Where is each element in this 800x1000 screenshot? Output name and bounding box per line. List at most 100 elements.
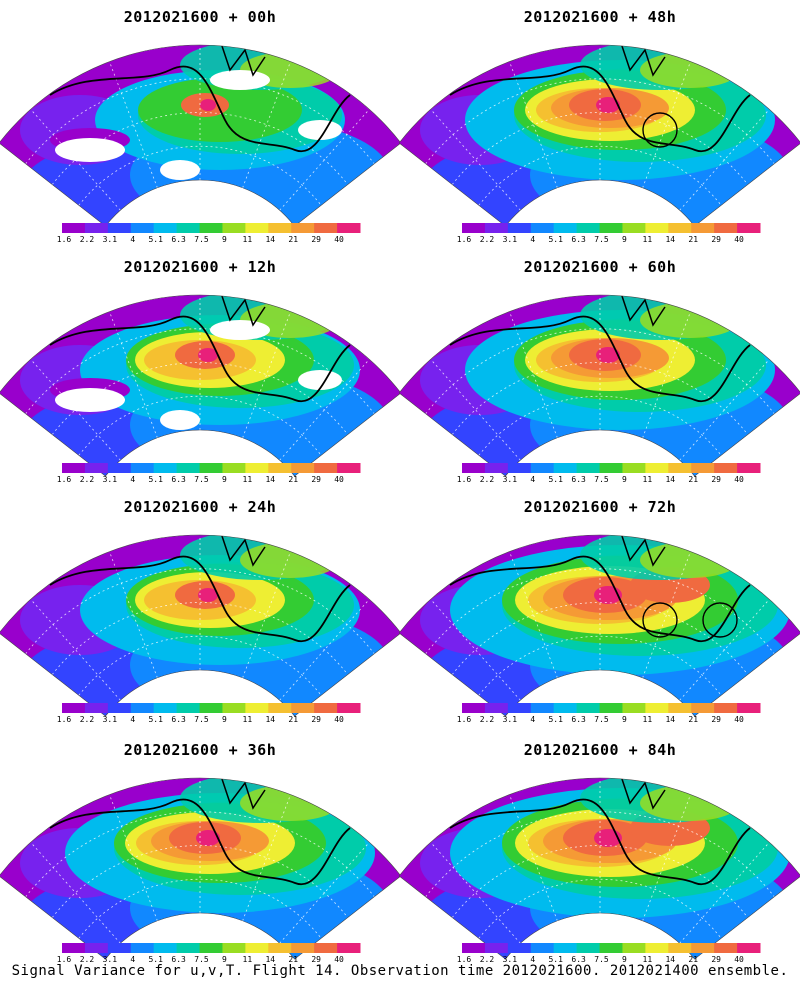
colorbar-swatch bbox=[291, 223, 315, 233]
colorbar-tick-label: 14 bbox=[665, 235, 676, 244]
colorbar-swatch bbox=[222, 703, 246, 713]
colorbar-tick-label: 11 bbox=[642, 715, 653, 724]
colorbar-tick-label: 7.5 bbox=[194, 715, 209, 724]
colorbar-tick-label: 14 bbox=[265, 955, 276, 964]
colorbar-tick-label: 11 bbox=[242, 475, 253, 484]
colorbar-tick-label: 21 bbox=[688, 475, 699, 484]
colorbar-swatch bbox=[622, 463, 646, 473]
colorbar-swatch bbox=[176, 223, 201, 233]
colorbar-tick-label: 5.1 bbox=[548, 955, 563, 964]
panel-title: 2012021600 + 24h bbox=[123, 498, 277, 516]
colorbar-swatch bbox=[107, 703, 132, 713]
colorbar bbox=[62, 943, 361, 953]
colorbar-swatch bbox=[268, 223, 292, 233]
colorbar-tick-label: 21 bbox=[288, 715, 299, 724]
colorbar-tick-label: 2.2 bbox=[479, 955, 495, 964]
colorbar-swatch bbox=[84, 463, 109, 473]
colorbar-swatch bbox=[291, 703, 315, 713]
colorbar-swatch bbox=[484, 463, 509, 473]
colorbar-swatch bbox=[668, 223, 692, 233]
colorbar-tick-label: 4 bbox=[530, 715, 536, 724]
colorbar-tick-label: 3.1 bbox=[102, 955, 118, 964]
figure-caption: Signal Variance for u,v,T. Flight 14. Ob… bbox=[11, 963, 789, 979]
colorbar-swatch bbox=[576, 703, 601, 713]
colorbar-tick-label: 6.3 bbox=[571, 475, 586, 484]
colorbar-swatch bbox=[645, 703, 669, 713]
colorbar-tick-label: 2.2 bbox=[79, 955, 95, 964]
colorbar-tick-label: 40 bbox=[334, 715, 344, 724]
colorbar-swatch bbox=[714, 703, 738, 713]
colorbar-tick-label: 40 bbox=[734, 955, 744, 964]
colorbar-tick-label: 3.1 bbox=[502, 955, 518, 964]
colorbar-swatch bbox=[668, 943, 692, 953]
colorbar-swatch bbox=[222, 223, 246, 233]
colorbar-swatch bbox=[484, 943, 509, 953]
colorbar-swatch bbox=[599, 943, 623, 953]
variance-map bbox=[0, 777, 401, 960]
colorbar-swatch bbox=[245, 463, 269, 473]
colorbar-swatch bbox=[199, 703, 223, 713]
colorbar-swatch bbox=[462, 703, 486, 713]
colorbar-swatch bbox=[484, 223, 509, 233]
colorbar-swatch bbox=[737, 223, 761, 233]
colorbar-tick-label: 9 bbox=[622, 475, 627, 484]
colorbar-swatch bbox=[462, 943, 486, 953]
colorbar-swatch bbox=[337, 223, 361, 233]
colorbar-tick-label: 1.6 bbox=[56, 475, 72, 484]
colorbar-swatch bbox=[737, 943, 761, 953]
colorbar-tick-label: 21 bbox=[688, 955, 699, 964]
colorbar-tick-label: 29 bbox=[711, 235, 721, 244]
colorbar-tick-label: 7.5 bbox=[594, 715, 609, 724]
colorbar-swatch bbox=[691, 223, 715, 233]
colorbar-tick-label: 29 bbox=[711, 475, 721, 484]
colorbar-tick-label: 2.2 bbox=[79, 235, 95, 244]
colorbar-tick-label: 5.1 bbox=[148, 235, 163, 244]
colorbar-tick-label: 2.2 bbox=[479, 235, 495, 244]
colorbar-tick-label: 4 bbox=[530, 475, 536, 484]
colorbar-swatch bbox=[691, 943, 715, 953]
colorbar-swatch bbox=[622, 223, 646, 233]
colorbar-tick-label: 11 bbox=[642, 955, 653, 964]
colorbar-swatch bbox=[62, 223, 86, 233]
colorbar-swatch bbox=[153, 943, 178, 953]
colorbar-tick-label: 11 bbox=[642, 475, 653, 484]
colorbar-tick-label: 21 bbox=[288, 955, 299, 964]
colorbar-swatch bbox=[645, 463, 669, 473]
colorbar-swatch bbox=[268, 463, 292, 473]
colorbar-swatch bbox=[62, 703, 86, 713]
colorbar-tick-label: 7.5 bbox=[194, 475, 209, 484]
colorbar-swatch bbox=[176, 703, 201, 713]
colorbar-swatch bbox=[314, 223, 338, 233]
colorbar-tick-label: 5.1 bbox=[548, 475, 563, 484]
colorbar-swatch bbox=[337, 943, 361, 953]
colorbar-swatch bbox=[462, 463, 486, 473]
colorbar-swatch bbox=[599, 703, 623, 713]
colorbar-swatch bbox=[337, 463, 361, 473]
colorbar-tick-label: 1.6 bbox=[56, 235, 72, 244]
variance-map bbox=[399, 777, 800, 960]
colorbar-swatch bbox=[107, 463, 132, 473]
colorbar-swatch bbox=[507, 943, 532, 953]
colorbar-tick-label: 6.3 bbox=[171, 475, 186, 484]
colorbar-tick-label: 14 bbox=[665, 955, 676, 964]
panel-title: 2012021600 + 72h bbox=[523, 498, 677, 516]
colorbar-swatch bbox=[222, 943, 246, 953]
colorbar-swatch bbox=[484, 703, 509, 713]
colorbar-swatch bbox=[268, 943, 292, 953]
colorbar-swatch bbox=[222, 463, 246, 473]
colorbar-swatch bbox=[668, 703, 692, 713]
colorbar-swatch bbox=[130, 703, 155, 713]
colorbar-swatch bbox=[576, 943, 601, 953]
colorbar-tick-label: 9 bbox=[222, 235, 227, 244]
colorbar-swatch bbox=[337, 703, 361, 713]
colorbar-tick-label: 1.6 bbox=[456, 475, 472, 484]
colorbar-tick-label: 40 bbox=[734, 235, 744, 244]
colorbar-swatch bbox=[507, 703, 532, 713]
colorbar-tick-label: 21 bbox=[688, 235, 699, 244]
colorbar-swatch bbox=[84, 703, 109, 713]
colorbar-swatch bbox=[84, 943, 109, 953]
colorbar-tick-label: 7.5 bbox=[194, 235, 209, 244]
colorbar-tick-label: 2.2 bbox=[79, 715, 95, 724]
colorbar-tick-label: 7.5 bbox=[594, 475, 609, 484]
